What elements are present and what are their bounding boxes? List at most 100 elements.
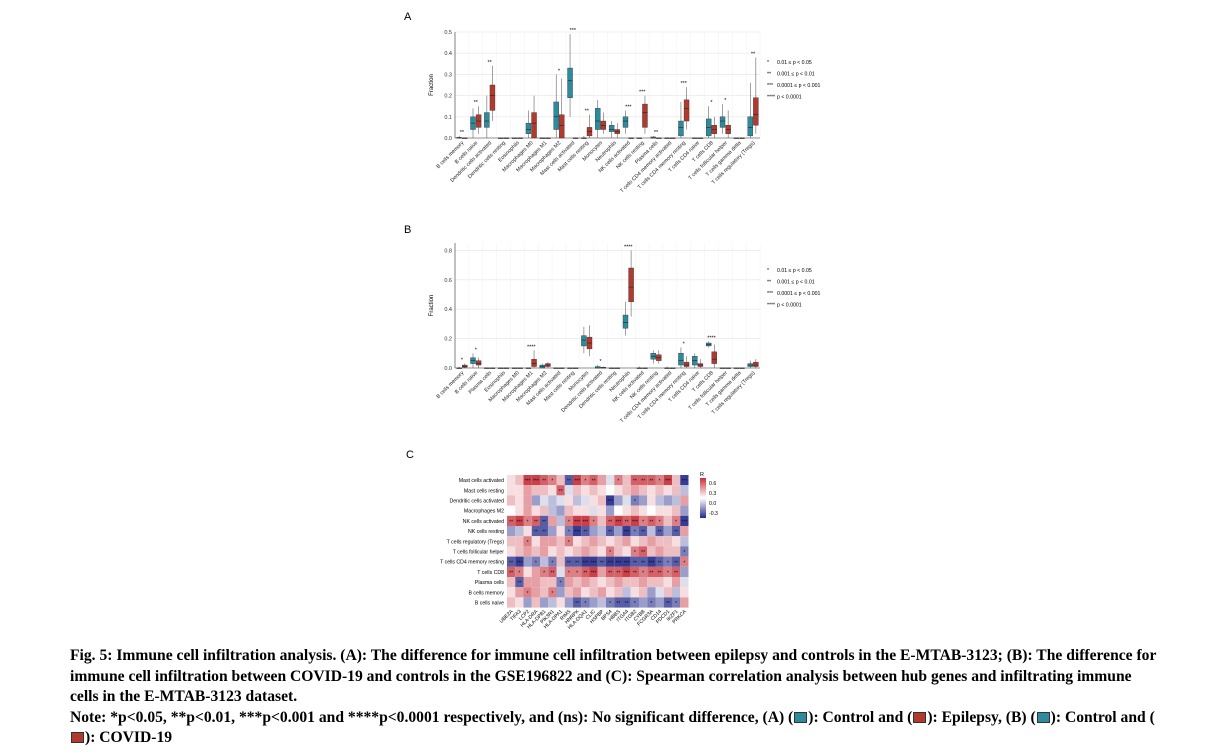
heatmap-cell xyxy=(507,546,516,557)
heatmap-cell xyxy=(663,566,672,577)
heatmap-cell xyxy=(564,495,573,506)
heatmap-cell xyxy=(540,536,549,547)
heatmap-significance: *** xyxy=(516,519,522,525)
heatmap-cell xyxy=(581,597,590,608)
heatmap-cell xyxy=(655,566,664,577)
legend-label: p < 0.0001 xyxy=(777,303,802,309)
heatmap-significance: * xyxy=(568,540,570,546)
heatmap-cell xyxy=(672,475,681,486)
significance-label: * xyxy=(710,100,713,106)
box xyxy=(462,364,468,368)
heatmap-cell xyxy=(614,536,623,547)
heatmap-cell xyxy=(573,505,582,516)
heatmap-cell xyxy=(531,526,540,537)
heatmap-significance: * xyxy=(551,560,553,566)
heatmap-cell xyxy=(639,587,648,598)
legend-label: 0.001 ≤ p < 0.01 xyxy=(777,72,815,78)
box xyxy=(642,103,648,128)
heatmap-significance: ** xyxy=(583,530,587,536)
heatmap-cell xyxy=(523,597,532,608)
heatmap-cell xyxy=(556,566,565,577)
box xyxy=(553,101,559,130)
heatmap-cell xyxy=(556,556,565,567)
color-scale-tick: 0.6 xyxy=(709,481,716,487)
heatmap-cell xyxy=(639,597,648,608)
heatmap-cell xyxy=(540,515,549,526)
heatmap-cell xyxy=(614,485,623,496)
panel-letter: A xyxy=(404,11,412,23)
heatmap-cell xyxy=(589,475,598,486)
heatmap-cell xyxy=(655,577,664,588)
heatmap-significance: ** xyxy=(633,560,637,566)
heatmap-cell xyxy=(606,587,615,598)
legend-title: R xyxy=(700,472,704,478)
heatmap-cell xyxy=(523,515,532,526)
heatmap-row-label: Mast cells activated xyxy=(459,478,504,484)
heatmap-row-label: Plasma cells xyxy=(475,580,505,586)
heatmap-cell xyxy=(680,597,689,608)
box xyxy=(525,122,532,134)
heatmap-significance: * xyxy=(551,479,553,485)
heatmap-significance: ** xyxy=(666,601,670,607)
heatmap-cell xyxy=(622,515,631,526)
heatmap-significance: * xyxy=(568,570,570,576)
y-tick-label: 0.4 xyxy=(444,51,452,57)
heatmap-cell xyxy=(556,577,565,588)
heatmap-cell xyxy=(672,556,681,567)
heatmap-significance: * xyxy=(609,601,611,607)
heatmap-cell xyxy=(622,577,631,588)
y-tick-label: 0.6 xyxy=(444,278,452,284)
heatmap-cell xyxy=(647,556,656,567)
heatmap-cell xyxy=(680,505,689,516)
heatmap-cell xyxy=(597,526,606,537)
heatmap-cell xyxy=(564,556,573,567)
heatmap-significance: ** xyxy=(509,560,513,566)
heatmap-cell xyxy=(515,536,524,547)
y-tick-label: 0.0 xyxy=(444,366,452,372)
heatmap-significance: *** xyxy=(574,519,580,525)
heatmap-cell xyxy=(548,556,557,567)
y-tick-label: 0.3 xyxy=(444,72,452,78)
heatmap-cell xyxy=(663,597,672,608)
heatmap-cell xyxy=(589,546,598,557)
heatmap-significance: * xyxy=(667,570,669,576)
heatmap-significance: ** xyxy=(567,560,571,566)
heatmap-cell xyxy=(614,556,623,567)
heatmap-cell xyxy=(630,515,639,526)
heatmap-cell xyxy=(531,597,540,608)
heatmap-cell xyxy=(548,536,557,547)
heatmap-cell xyxy=(597,566,606,577)
heatmap-significance: *** xyxy=(632,519,638,525)
heatmap-significance: *** xyxy=(681,519,687,525)
y-tick-label: 0.2 xyxy=(444,94,452,100)
heatmap-cell xyxy=(540,556,549,567)
heatmap-cell xyxy=(548,566,557,577)
box xyxy=(678,120,684,137)
heatmap-significance: ** xyxy=(583,570,587,576)
heatmap-significance: ** xyxy=(641,479,645,485)
heatmap-cell xyxy=(564,577,573,588)
heatmap-row-label: NK cells activated xyxy=(463,519,504,525)
heatmap-cell xyxy=(573,566,582,577)
heatmap-cell xyxy=(647,546,656,557)
heatmap-significance: * xyxy=(560,581,562,587)
heatmap-cell xyxy=(573,597,582,608)
heatmap-cell xyxy=(564,587,573,598)
heatmap-significance: * xyxy=(584,601,586,607)
heatmap-cell xyxy=(556,495,565,506)
heatmap-cell xyxy=(507,566,516,577)
heatmap-cell xyxy=(597,515,606,526)
heatmap-cell xyxy=(606,475,615,486)
legend-label: 0.001 ≤ p < 0.01 xyxy=(777,280,815,286)
heatmap-cell xyxy=(564,536,573,547)
heatmap-cell xyxy=(523,556,532,567)
heatmap-cell xyxy=(639,505,648,516)
heatmap-cell xyxy=(647,505,656,516)
heatmap-cell xyxy=(515,505,524,516)
heatmap-cell xyxy=(672,566,681,577)
heatmap-significance: *** xyxy=(582,519,588,525)
heatmap-significance: ** xyxy=(641,530,645,536)
heatmap-cell xyxy=(540,505,549,516)
heatmap-cell xyxy=(523,577,532,588)
heatmap-significance: ** xyxy=(575,601,579,607)
